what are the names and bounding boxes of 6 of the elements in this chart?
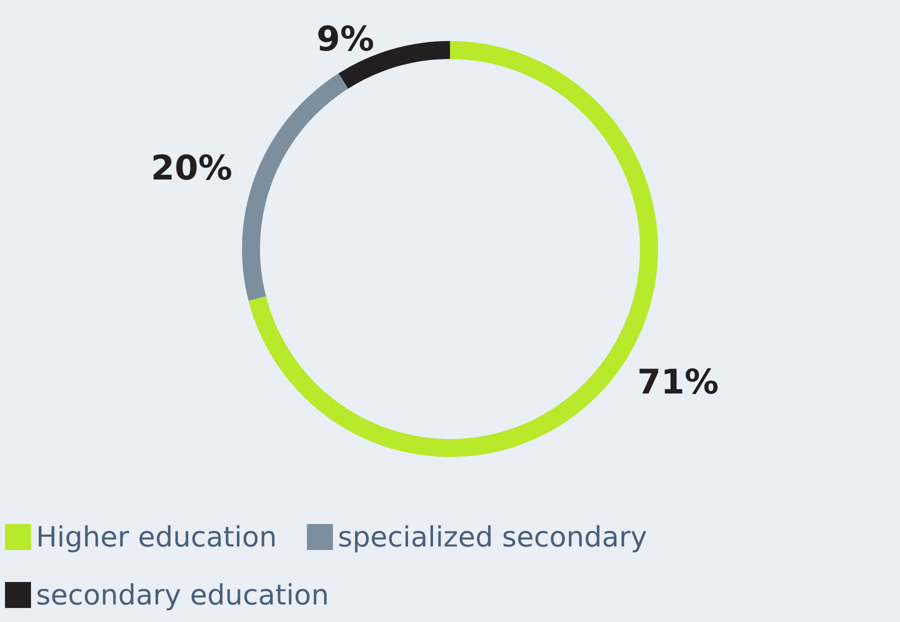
data-label: 9% — [316, 20, 374, 60]
data-label: 71% — [637, 362, 719, 403]
legend-label: secondary education — [36, 578, 329, 612]
legend-label: Higher education — [36, 520, 277, 554]
data-label: 20% — [150, 148, 232, 189]
legend-label: specialized secondary — [338, 520, 648, 554]
